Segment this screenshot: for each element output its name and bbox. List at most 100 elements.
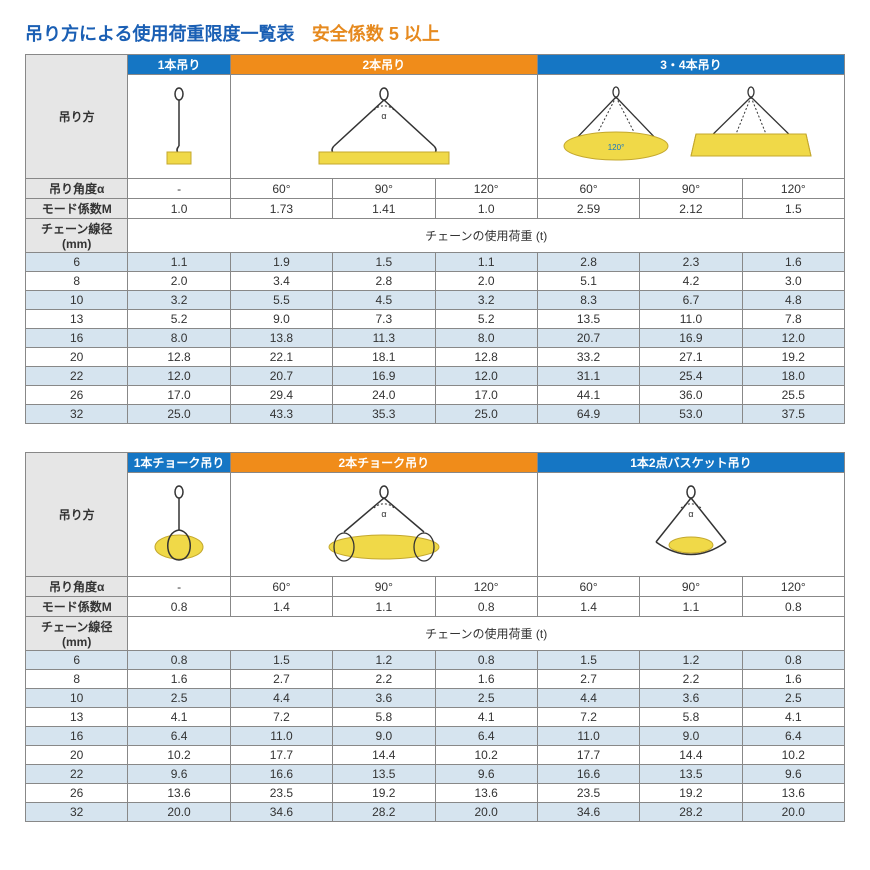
load-cell: 10.2 bbox=[128, 746, 230, 765]
diagram-row: α α bbox=[26, 473, 845, 577]
load-cell: 11.0 bbox=[537, 727, 639, 746]
sling-diagram-choke2: α bbox=[230, 473, 537, 577]
load-cell: 13.5 bbox=[537, 310, 639, 329]
table-row: 2012.822.118.112.833.227.119.2 bbox=[26, 348, 845, 367]
load-cell: 9.6 bbox=[742, 765, 844, 784]
load-table-2: 吊り方 1本チョーク吊り 2本チョーク吊り 1本2点バスケット吊り α bbox=[25, 452, 845, 822]
load-cell: 20.0 bbox=[128, 803, 230, 822]
load-cell: 16.6 bbox=[230, 765, 332, 784]
angle-row: 吊り角度α - 60° 90° 120° 60° 90° 120° bbox=[26, 179, 845, 199]
load-cell: 28.2 bbox=[333, 803, 435, 822]
load-cell: 19.2 bbox=[333, 784, 435, 803]
chain-dia-cell: 6 bbox=[26, 651, 128, 670]
load-cell: 5.2 bbox=[128, 310, 230, 329]
sling-method-label: 吊り方 bbox=[26, 453, 128, 577]
table-row: 134.17.25.84.17.25.84.1 bbox=[26, 708, 845, 727]
single-sling-icon bbox=[149, 84, 209, 169]
load-cell: 1.6 bbox=[742, 253, 844, 272]
sling-diagram-choke1 bbox=[128, 473, 230, 577]
table-row: 2212.020.716.912.031.125.418.0 bbox=[26, 367, 845, 386]
chain-load-label: チェーンの使用荷重 (t) bbox=[128, 219, 845, 253]
load-cell: 25.0 bbox=[128, 405, 230, 424]
chain-load-header-row: チェーン線径 (mm) チェーンの使用荷重 (t) bbox=[26, 617, 845, 651]
load-cell: 43.3 bbox=[230, 405, 332, 424]
load-cell: 1.6 bbox=[435, 670, 537, 689]
load-cell: 14.4 bbox=[333, 746, 435, 765]
load-cell: 11.3 bbox=[333, 329, 435, 348]
sling-diagram-34leg: 120° bbox=[537, 75, 844, 179]
load-cell: 3.2 bbox=[128, 291, 230, 310]
chain-dia-cell: 16 bbox=[26, 727, 128, 746]
load-cell: 4.5 bbox=[333, 291, 435, 310]
load-cell: 3.2 bbox=[435, 291, 537, 310]
load-cell: 22.1 bbox=[230, 348, 332, 367]
title-main: 吊り方による使用荷重限度一覧表 bbox=[25, 24, 294, 44]
load-cell: 16.6 bbox=[537, 765, 639, 784]
mode-val: 1.4 bbox=[537, 597, 639, 617]
mode-val: 0.8 bbox=[742, 597, 844, 617]
load-cell: 17.0 bbox=[128, 386, 230, 405]
mode-val: 1.5 bbox=[742, 199, 844, 219]
load-cell: 6.4 bbox=[435, 727, 537, 746]
load-cell: 34.6 bbox=[537, 803, 639, 822]
load-cell: 4.1 bbox=[742, 708, 844, 727]
mode-row: モード係数M 1.0 1.73 1.41 1.0 2.59 2.12 1.5 bbox=[26, 199, 845, 219]
chain-dia-cell: 10 bbox=[26, 689, 128, 708]
load-cell: 13.6 bbox=[128, 784, 230, 803]
chain-dia-cell: 26 bbox=[26, 386, 128, 405]
angle-val: 60° bbox=[537, 577, 639, 597]
load-cell: 13.6 bbox=[742, 784, 844, 803]
table-row: 61.11.91.51.12.82.31.6 bbox=[26, 253, 845, 272]
load-cell: 20.0 bbox=[435, 803, 537, 822]
load-cell: 2.5 bbox=[742, 689, 844, 708]
load-cell: 13.5 bbox=[333, 765, 435, 784]
chain-dia-cell: 10 bbox=[26, 291, 128, 310]
load-cell: 1.5 bbox=[230, 651, 332, 670]
load-cell: 12.0 bbox=[435, 367, 537, 386]
chain-dia-cell: 20 bbox=[26, 746, 128, 765]
table-row: 2613.623.519.213.623.519.213.6 bbox=[26, 784, 845, 803]
load-cell: 2.5 bbox=[435, 689, 537, 708]
load-cell: 1.5 bbox=[537, 651, 639, 670]
load-cell: 20.0 bbox=[742, 803, 844, 822]
single-choke-icon bbox=[144, 482, 214, 567]
load-cell: 2.7 bbox=[537, 670, 639, 689]
load-cell: 34.6 bbox=[230, 803, 332, 822]
load-cell: 4.1 bbox=[435, 708, 537, 727]
load-cell: 1.6 bbox=[742, 670, 844, 689]
mode-val: 0.8 bbox=[128, 597, 230, 617]
angle-val: 90° bbox=[333, 179, 435, 199]
table-row: 135.29.07.35.213.511.07.8 bbox=[26, 310, 845, 329]
chain-dia-cell: 22 bbox=[26, 765, 128, 784]
chain-dia-cell: 13 bbox=[26, 708, 128, 727]
load-cell: 7.2 bbox=[230, 708, 332, 727]
angle-val: 90° bbox=[640, 577, 742, 597]
table-row: 3220.034.628.220.034.628.220.0 bbox=[26, 803, 845, 822]
load-cell: 20.7 bbox=[537, 329, 639, 348]
angle-label: 吊り角度α bbox=[26, 179, 128, 199]
load-cell: 7.3 bbox=[333, 310, 435, 329]
col-header: 1本チョーク吊り bbox=[128, 453, 230, 473]
load-cell: 2.0 bbox=[435, 272, 537, 291]
load-cell: 64.9 bbox=[537, 405, 639, 424]
chain-dia-cell: 16 bbox=[26, 329, 128, 348]
load-cell: 4.4 bbox=[230, 689, 332, 708]
load-cell: 2.7 bbox=[230, 670, 332, 689]
mode-label: モード係数M bbox=[26, 199, 128, 219]
load-cell: 12.0 bbox=[742, 329, 844, 348]
two-leg-sling-icon: α bbox=[284, 84, 484, 169]
chain-dia-label: チェーン線径 (mm) bbox=[26, 617, 128, 651]
load-cell: 33.2 bbox=[537, 348, 639, 367]
table-row: 166.411.09.06.411.09.06.4 bbox=[26, 727, 845, 746]
table-row: 81.62.72.21.62.72.21.6 bbox=[26, 670, 845, 689]
angle-row: 吊り角度α - 60° 90° 120° 60° 90° 120° bbox=[26, 577, 845, 597]
load-cell: 17.7 bbox=[537, 746, 639, 765]
col-header: 1本2点バスケット吊り bbox=[537, 453, 844, 473]
load-cell: 12.0 bbox=[128, 367, 230, 386]
chain-dia-label: チェーン線径 (mm) bbox=[26, 219, 128, 253]
svg-text:α: α bbox=[381, 509, 386, 519]
load-cell: 1.5 bbox=[333, 253, 435, 272]
svg-text:α: α bbox=[688, 509, 693, 519]
load-cell: 6.4 bbox=[742, 727, 844, 746]
load-cell: 25.5 bbox=[742, 386, 844, 405]
